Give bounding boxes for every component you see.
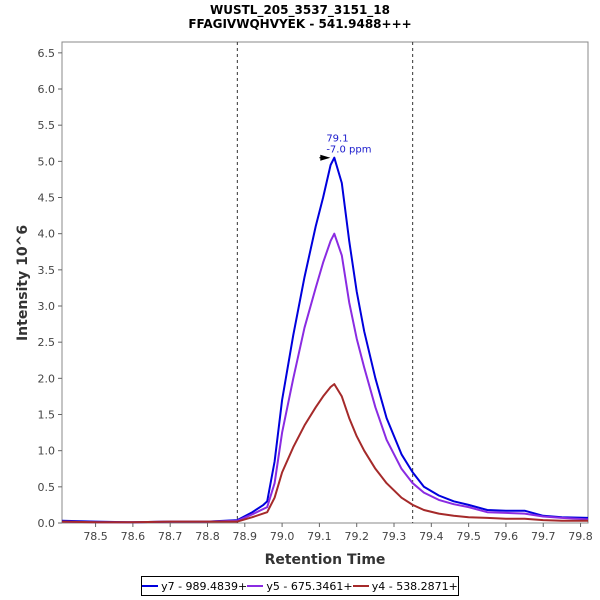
series-line-2 <box>61 383 588 524</box>
y-tick-label-0: 0.0 <box>38 517 56 530</box>
legend-item-2: y4 - 538.2871+ <box>352 579 458 593</box>
x-tick-label-4: 78.9 <box>233 530 258 543</box>
x-tick-label-13: 79.8 <box>568 530 593 543</box>
legend-label-0: y7 - 989.4839+ <box>161 579 248 593</box>
x-tick-label-8: 79.3 <box>382 530 407 543</box>
x-tick-label-1: 78.6 <box>121 530 146 543</box>
legend-label-1: y5 - 675.3461+ <box>266 579 353 593</box>
y-tick-label-7: 3.5 <box>38 264 56 277</box>
x-tick-label-0: 78.5 <box>83 530 108 543</box>
y-tick-label-11: 5.5 <box>38 119 56 132</box>
y-tick-label-1: 0.5 <box>38 481 56 494</box>
y-tick-label-13: 6.5 <box>38 47 56 60</box>
y-axis-title: Intensity 10^6 <box>15 225 31 341</box>
x-tick-label-11: 79.6 <box>494 530 519 543</box>
x-tick-label-10: 79.5 <box>456 530 481 543</box>
y-tick-label-5: 2.5 <box>38 336 56 349</box>
legend-swatch-0 <box>142 585 159 587</box>
chart-subtitle: FFAGIVWQHVYEK - 541.9488+++ <box>188 17 411 31</box>
legend-swatch-1 <box>247 585 264 587</box>
y-tick-label-9: 4.5 <box>38 192 56 205</box>
x-tick-label-2: 78.7 <box>158 530 183 543</box>
chart-title: WUSTL_205_3537_3151_18 <box>210 3 390 18</box>
x-tick-label-12: 79.7 <box>531 530 556 543</box>
y-tick-label-8: 4.0 <box>38 228 56 241</box>
y-tick-label-2: 1.0 <box>38 445 56 458</box>
legend-item-1: y5 - 675.3461+ <box>247 579 353 593</box>
legend-swatch-2 <box>352 585 369 587</box>
chart-legend: y7 - 989.4839+ y5 - 675.3461+ y4 - 538.287… <box>141 576 459 596</box>
plot-area <box>61 41 589 524</box>
peak-annotation-ppm: -7.0 ppm <box>326 145 371 156</box>
y-tick-label-12: 6.0 <box>38 83 56 96</box>
peak-annotation-rt: 79.1 <box>326 134 348 145</box>
series-line-1 <box>61 232 589 524</box>
x-tick-label-6: 79.1 <box>307 530 332 543</box>
legend-label-2: y4 - 538.2871+ <box>371 579 458 593</box>
y-tick-label-6: 3.0 <box>38 300 56 313</box>
y-tick-label-10: 5.0 <box>38 155 56 168</box>
y-tick-label-3: 1.5 <box>38 409 56 422</box>
series-line-0 <box>61 156 589 524</box>
legend-item-0: y7 - 989.4839+ <box>142 580 247 593</box>
x-tick-label-3: 78.8 <box>195 530 220 543</box>
x-tick-label-9: 79.4 <box>419 530 444 543</box>
x-axis-title: Retention Time <box>265 552 386 568</box>
x-tick-label-5: 79.0 <box>270 530 295 543</box>
peak-arrow-icon <box>320 154 331 161</box>
x-tick-label-7: 79.2 <box>344 530 369 543</box>
y-tick-label-4: 2.0 <box>38 372 56 385</box>
